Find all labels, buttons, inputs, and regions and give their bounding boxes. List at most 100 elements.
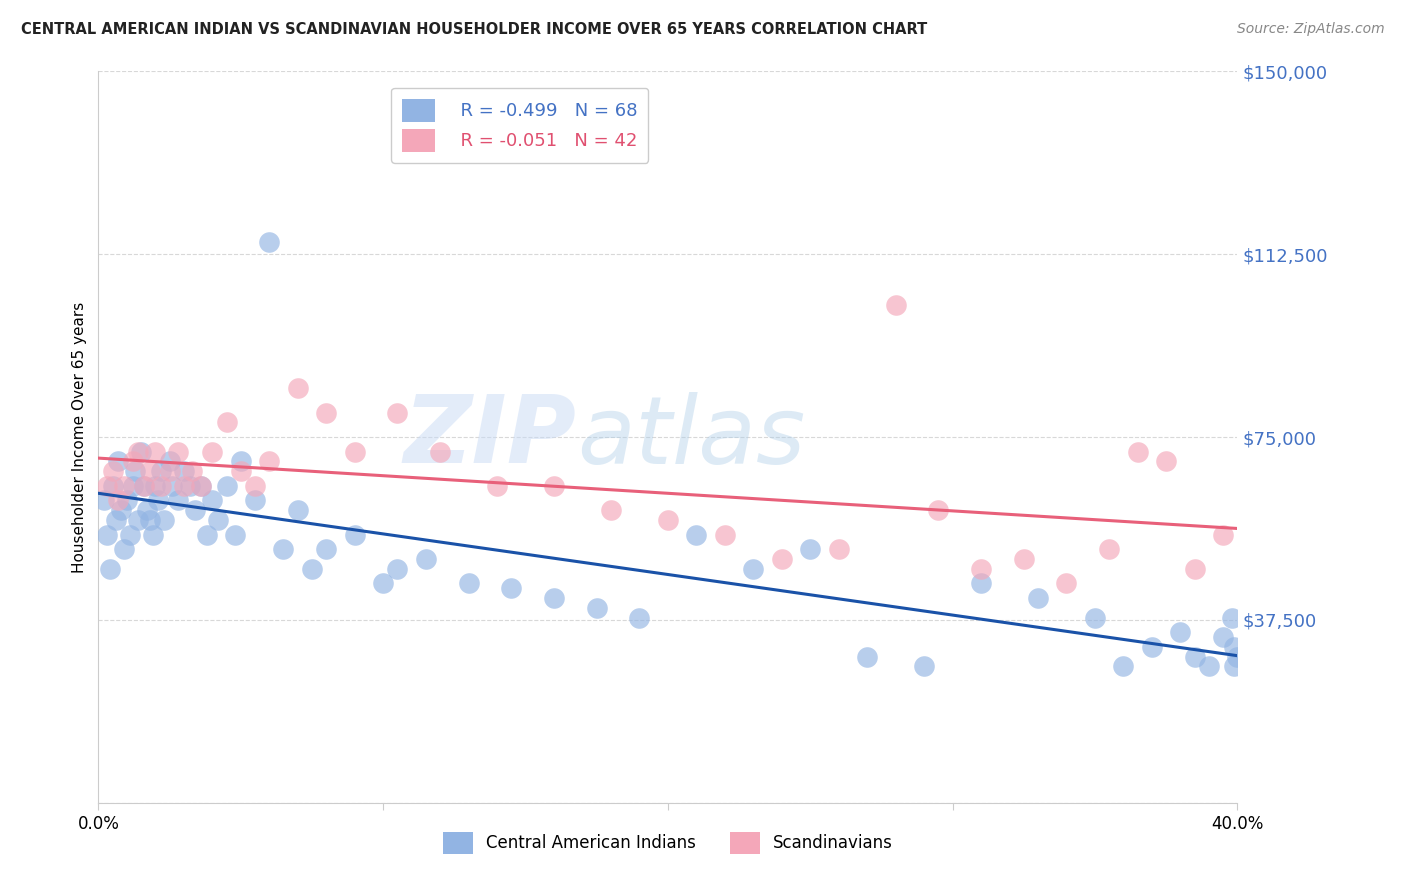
Point (201, 444, 224, 458)
Point (215, 416, 238, 430)
Point (657, 513, 679, 527)
Point (387, 406, 409, 420)
Point (1184, 562, 1206, 576)
Point (1220, 610, 1243, 624)
Point (259, 235, 281, 249)
Point (115, 493, 138, 508)
Point (96, 479, 118, 493)
Point (118, 527, 141, 541)
Point (429, 444, 451, 458)
Point (343, 527, 366, 541)
Point (1056, 576, 1078, 591)
Point (243, 493, 266, 508)
Point (179, 479, 201, 493)
Point (127, 444, 149, 458)
Point (141, 527, 163, 541)
Y-axis label: Householder Income Over 65 years: Householder Income Over 65 years (72, 301, 87, 573)
Point (1084, 610, 1107, 624)
Point (1126, 444, 1149, 458)
Point (110, 503, 132, 517)
Point (1112, 659, 1135, 673)
Point (927, 503, 949, 517)
Point (243, 479, 266, 493)
Point (150, 464, 173, 478)
Point (714, 527, 737, 541)
Point (101, 464, 124, 478)
Point (162, 479, 184, 493)
Point (145, 479, 167, 493)
Point (159, 464, 181, 478)
Point (585, 600, 607, 615)
Point (770, 552, 793, 566)
Point (1223, 659, 1246, 673)
Point (181, 464, 204, 478)
Point (1140, 640, 1163, 654)
Point (121, 454, 143, 468)
Point (1026, 591, 1049, 605)
Point (98, 562, 121, 576)
Point (167, 444, 190, 458)
Point (415, 552, 437, 566)
Point (287, 381, 309, 395)
Point (970, 562, 993, 576)
Point (96, 527, 118, 541)
Point (135, 503, 157, 517)
Point (301, 562, 323, 576)
Point (229, 464, 252, 478)
Point (457, 576, 479, 591)
Point (543, 479, 565, 493)
Point (884, 298, 907, 312)
Text: atlas: atlas (576, 392, 806, 483)
Point (127, 513, 149, 527)
Point (1212, 630, 1234, 644)
Point (173, 464, 195, 478)
Point (628, 610, 651, 624)
Point (121, 479, 143, 493)
Point (215, 479, 238, 493)
Point (159, 454, 181, 468)
Point (112, 542, 135, 557)
Point (101, 479, 124, 493)
Point (132, 479, 155, 493)
Point (190, 479, 212, 493)
Point (343, 444, 366, 458)
Point (259, 454, 281, 468)
Point (1170, 625, 1192, 640)
Point (501, 581, 523, 595)
Point (685, 527, 707, 541)
Point (93, 493, 115, 508)
Point (112, 479, 135, 493)
Point (107, 454, 129, 468)
Point (207, 513, 229, 527)
Legend: Central American Indians, Scandinavians: Central American Indians, Scandinavians (436, 826, 900, 860)
Point (190, 479, 212, 493)
Point (1223, 640, 1246, 654)
Point (173, 479, 195, 493)
Point (1098, 542, 1121, 557)
Point (132, 479, 155, 493)
Text: CENTRAL AMERICAN INDIAN VS SCANDINAVIAN HOUSEHOLDER INCOME OVER 65 YEARS CORRELA: CENTRAL AMERICAN INDIAN VS SCANDINAVIAN … (21, 22, 928, 37)
Point (150, 479, 173, 493)
Point (486, 479, 509, 493)
Point (1226, 649, 1249, 664)
Point (129, 444, 152, 458)
Point (195, 527, 218, 541)
Point (373, 576, 395, 591)
Point (912, 659, 935, 673)
Point (138, 513, 160, 527)
Point (1012, 552, 1035, 566)
Point (145, 444, 167, 458)
Text: ZIP: ZIP (404, 391, 576, 483)
Point (287, 503, 309, 517)
Point (742, 562, 765, 576)
Point (224, 527, 246, 541)
Point (856, 649, 879, 664)
Point (1198, 659, 1220, 673)
Point (543, 591, 565, 605)
Point (1184, 649, 1206, 664)
Point (167, 493, 190, 508)
Point (184, 503, 207, 517)
Point (970, 576, 993, 591)
Point (124, 464, 146, 478)
Point (1212, 527, 1234, 541)
